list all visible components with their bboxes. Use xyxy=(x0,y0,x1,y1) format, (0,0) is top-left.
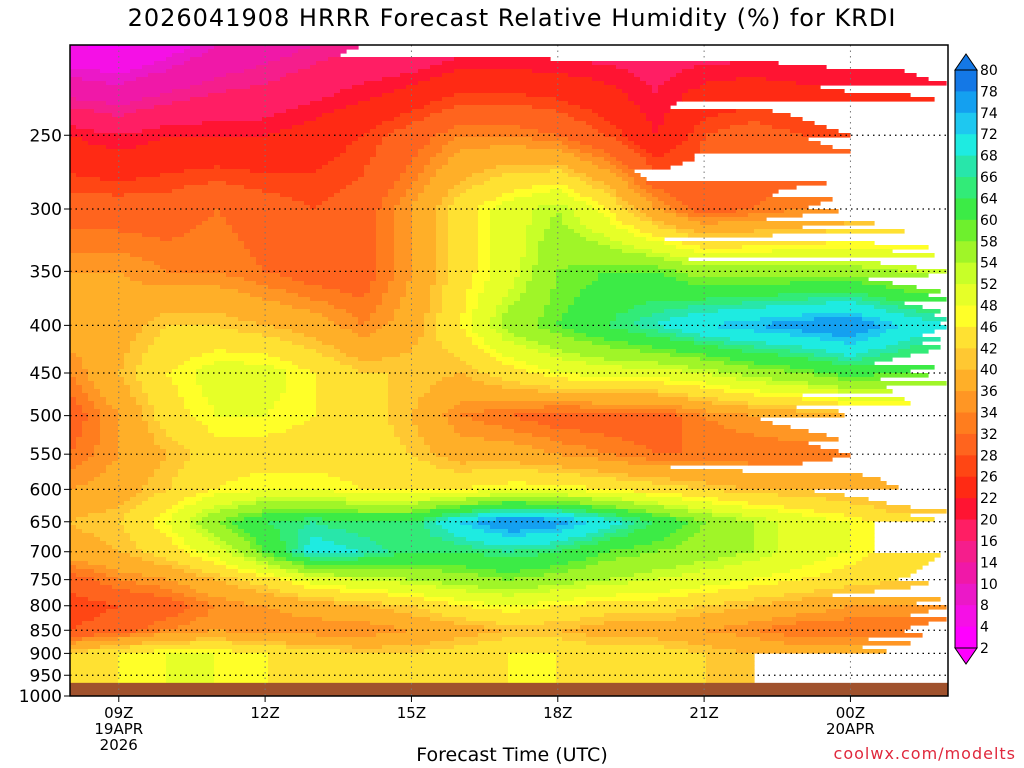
x-tick-label: 09Z xyxy=(104,704,133,722)
colorbar-swatch xyxy=(955,583,977,606)
colorbar-label: 78 xyxy=(980,84,998,100)
colorbar-label: 8 xyxy=(980,598,989,614)
y-tick-label: 750 xyxy=(30,571,62,591)
x-tick-label: 20APR xyxy=(826,720,875,738)
colorbar-swatch xyxy=(955,369,977,392)
colorbar-swatch xyxy=(955,155,977,178)
colorbar-swatch xyxy=(955,455,977,478)
y-tick-label: 900 xyxy=(30,644,62,664)
colorbar-swatch xyxy=(955,348,977,371)
colorbar-swatch xyxy=(955,562,977,585)
chart-title: 2026041908 HRRR Forecast Relative Humidi… xyxy=(127,4,897,32)
credit-link[interactable]: coolwx.com/modelts xyxy=(833,744,1016,763)
colorbar-label: 42 xyxy=(980,341,998,357)
colorbar-label: 60 xyxy=(980,213,998,229)
colorbar-label: 66 xyxy=(980,170,998,186)
colorbar-label: 26 xyxy=(980,470,998,486)
x-axis-label: Forecast Time (UTC) xyxy=(416,744,608,766)
colorbar-swatch xyxy=(955,177,977,199)
colorbar-swatch xyxy=(955,134,977,157)
y-tick-label: 550 xyxy=(30,445,62,465)
colorbar-label: 14 xyxy=(980,555,998,571)
colorbar-label: 52 xyxy=(980,277,998,293)
colorbar-label: 2 xyxy=(980,641,989,657)
x-tick-label: 12Z xyxy=(250,704,279,722)
colorbar-frame xyxy=(954,69,978,649)
colorbar-swatch xyxy=(955,219,977,242)
y-tick-label: 800 xyxy=(30,597,62,617)
colorbar-top-arrow xyxy=(954,53,978,71)
plot-frame xyxy=(69,44,949,697)
colorbar-swatch xyxy=(955,540,977,563)
colorbar-label: 16 xyxy=(980,534,998,550)
rh-field xyxy=(70,45,947,684)
colorbar-swatch xyxy=(955,605,977,628)
x-tick-label: 18Z xyxy=(543,704,572,722)
colorbar-label: 46 xyxy=(980,320,998,336)
y-tick-label: 850 xyxy=(30,621,62,641)
colorbar-swatch xyxy=(955,91,977,114)
colorbar-label: 28 xyxy=(980,448,998,464)
colorbar-swatch xyxy=(955,326,977,349)
colorbar-swatch xyxy=(955,241,977,264)
x-tick-label: 15Z xyxy=(397,704,426,722)
y-tick-label: 600 xyxy=(30,480,62,500)
colorbar-label: 34 xyxy=(980,406,998,422)
colorbar-label: 32 xyxy=(980,427,998,443)
y-tick-label: 450 xyxy=(30,364,62,384)
colorbar-label: 40 xyxy=(980,363,998,379)
colorbar-label: 58 xyxy=(980,234,998,250)
colorbar-swatch xyxy=(955,391,977,414)
colorbar-label: 74 xyxy=(980,106,998,122)
colorbar-swatch xyxy=(955,305,977,328)
colorbar-label: 48 xyxy=(980,298,998,314)
colorbar-bottom-arrow xyxy=(954,647,978,665)
colorbar-label: 4 xyxy=(980,620,989,636)
colorbar-label: 54 xyxy=(980,256,998,272)
y-tick-label: 1000 xyxy=(19,687,62,707)
colorbar-swatch xyxy=(955,476,977,499)
x-tick-label: 19APR xyxy=(94,720,143,738)
colorbar: 2481014162022262832343640424648525458606… xyxy=(954,53,998,665)
colorbar-swatch xyxy=(955,284,977,306)
colorbar-label: 22 xyxy=(980,491,998,507)
y-tick-label: 500 xyxy=(30,407,62,427)
colorbar-swatch xyxy=(955,498,977,521)
colorbar-swatch xyxy=(955,112,977,135)
y-tick-label: 400 xyxy=(30,316,62,336)
colorbar-label: 36 xyxy=(980,384,998,400)
colorbar-swatch xyxy=(955,519,977,542)
ground-fill xyxy=(70,682,948,696)
colorbar-label: 68 xyxy=(980,149,998,165)
y-tick-label: 700 xyxy=(30,543,62,563)
y-tick-label: 650 xyxy=(30,513,62,533)
colorbar-swatch xyxy=(955,262,977,285)
y-tick-label: 950 xyxy=(30,666,62,686)
y-tick-label: 250 xyxy=(30,126,62,146)
colorbar-swatch xyxy=(955,433,977,456)
colorbar-label: 10 xyxy=(980,577,998,593)
y-tick-label: 350 xyxy=(30,262,62,282)
x-tick-label: 21Z xyxy=(689,704,718,722)
colorbar-swatch xyxy=(955,198,977,221)
colorbar-label: 20 xyxy=(980,513,998,529)
colorbar-swatch xyxy=(955,70,977,92)
colorbar-swatch xyxy=(955,626,977,649)
grid-lines xyxy=(70,45,948,696)
colorbar-label: 64 xyxy=(980,191,998,207)
colorbar-label: 80 xyxy=(980,63,998,79)
x-tick-label: 2026 xyxy=(100,736,138,754)
colorbar-swatch xyxy=(955,412,977,435)
x-tick-label: 00Z xyxy=(836,704,865,722)
colorbar-label: 72 xyxy=(980,127,998,143)
y-tick-label: 300 xyxy=(30,200,62,220)
